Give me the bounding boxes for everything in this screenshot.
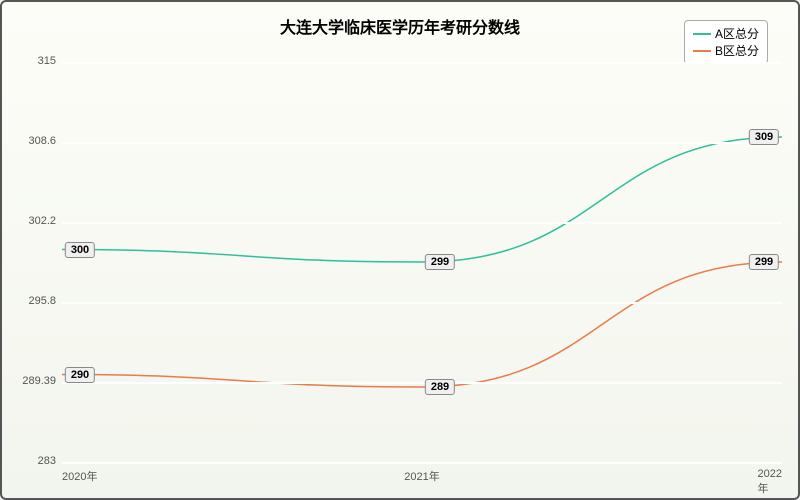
gridline [62,302,782,304]
series-line-0 [62,137,782,262]
chart-title: 大连大学临床医学历年考研分数线 [280,14,520,38]
gridline [62,462,782,464]
gridline [62,62,782,64]
legend: A区总分 B区总分 [684,20,768,64]
y-tick-label: 289.39 [22,375,56,387]
y-tick-label: 295.8 [28,295,56,307]
y-tick-label: 302.2 [28,215,56,227]
y-tick-label: 308.6 [28,135,56,147]
data-label: 299 [425,254,455,270]
gridline [62,382,782,384]
x-tick-label: 2022年 [758,468,782,496]
data-label: 290 [65,367,95,383]
legend-swatch-b [693,50,711,52]
gridline [62,222,782,224]
legend-swatch-a [693,33,711,35]
legend-label-a: A区总分 [715,25,759,42]
x-tick-label: 2020年 [62,468,97,484]
data-label: 300 [65,242,95,258]
series-line-1 [62,262,782,387]
y-tick-label: 283 [38,455,56,467]
data-label: 299 [749,254,779,270]
chart-container: 大连大学临床医学历年考研分数线 A区总分 B区总分 283289.39295.8… [0,0,800,500]
chart-svg [62,62,782,462]
plot-area: 283289.39295.8302.2308.63152020年2021年202… [62,62,782,462]
data-label: 309 [749,129,779,145]
gridline [62,142,782,144]
legend-item-a: A区总分 [693,25,759,42]
y-tick-label: 315 [38,55,56,67]
data-label: 289 [425,379,455,395]
legend-label-b: B区总分 [715,42,759,59]
legend-item-b: B区总分 [693,42,759,59]
x-tick-label: 2021年 [404,468,439,484]
